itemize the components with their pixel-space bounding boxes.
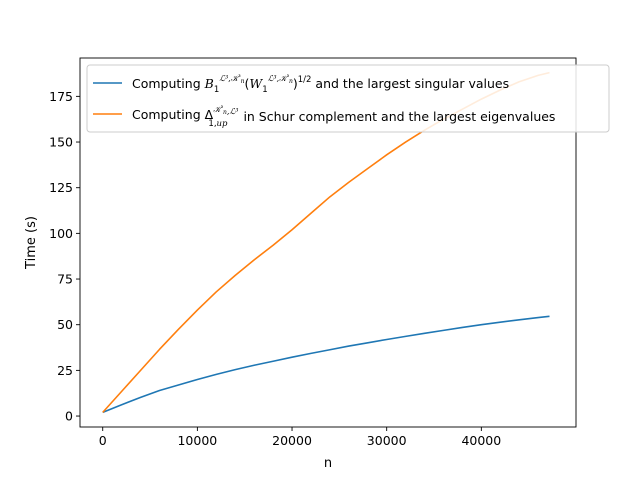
legend-label-2: Computing Δ𝒦³n,ℒ³ 1,up in Schur complemen… xyxy=(132,105,555,129)
y-tick-label: 75 xyxy=(57,272,73,287)
y-tick-label: 100 xyxy=(49,226,73,241)
legend-box xyxy=(86,64,610,133)
x-tick-label: 40000 xyxy=(461,433,501,448)
y-tick-label: 125 xyxy=(49,180,73,195)
y-tick-label: 0 xyxy=(65,409,73,424)
legend: Computing B1ℒ³,𝒦³n(W1ℒ³,𝒦³n)1/2 and the … xyxy=(86,64,610,133)
x-tick-label: 0 xyxy=(99,433,107,448)
x-tick-label: 10000 xyxy=(177,433,217,448)
y-tick-label: 25 xyxy=(57,363,73,378)
legend-label-1: Computing B1ℒ³,𝒦³n(W1ℒ³,𝒦³n)1/2 and the … xyxy=(132,74,509,95)
axes-frame xyxy=(79,57,577,428)
x-tick-label: 20000 xyxy=(272,433,312,448)
x-tick-label: 30000 xyxy=(367,433,407,448)
x-axis-label: n xyxy=(324,456,332,471)
y-tick-label: 150 xyxy=(49,135,73,150)
series-line-1 xyxy=(102,315,550,414)
y-tick-label: 50 xyxy=(57,317,73,332)
axes: 0 10000 20000 30000 40000 0 25 50 75 100 125 150 175… xyxy=(24,57,577,471)
y-tick-label: 175 xyxy=(49,89,73,104)
y-axis-label: Time (s) xyxy=(24,216,39,270)
